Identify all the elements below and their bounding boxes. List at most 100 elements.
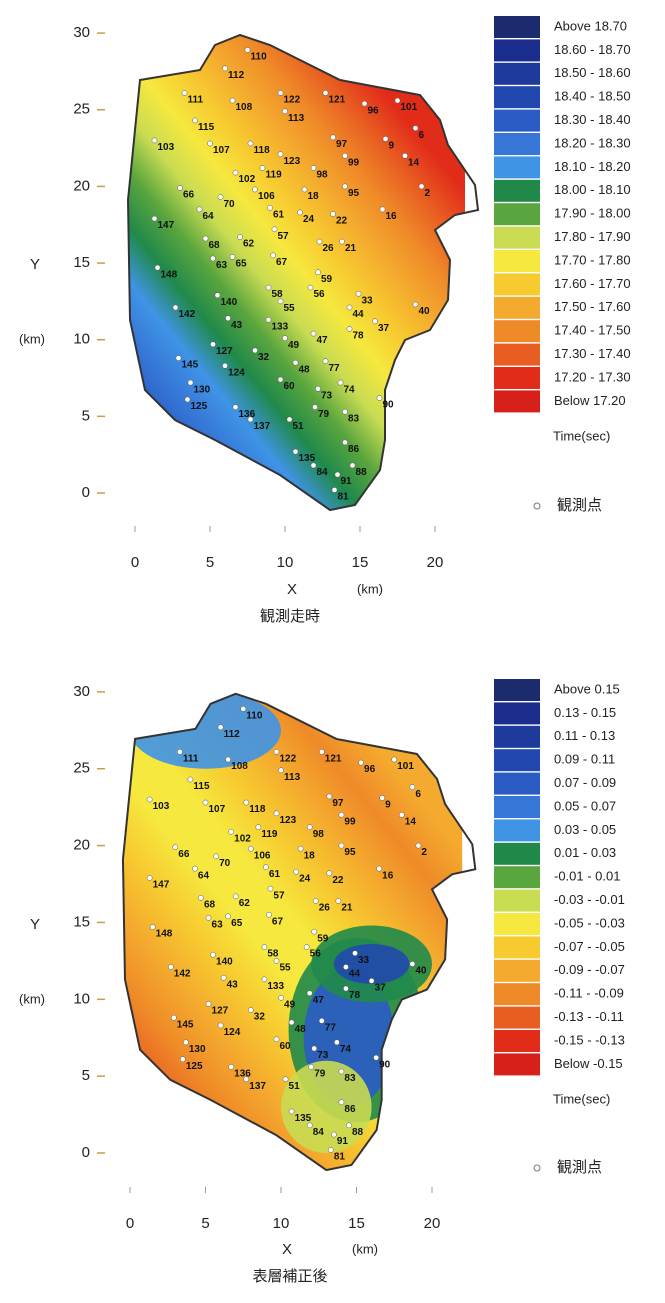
station — [311, 928, 318, 935]
station-label: 66 — [178, 849, 190, 860]
station-label: 124 — [224, 1027, 241, 1038]
station — [146, 875, 153, 881]
station-label: 90 — [383, 400, 395, 411]
contour-map — [122, 693, 463, 1171]
station — [266, 911, 272, 918]
legend-title: Time(sec) — [553, 1091, 610, 1106]
station-label: 125 — [191, 401, 208, 412]
legend-label: 17.60 - 17.70 — [554, 276, 631, 291]
station-label: 49 — [288, 340, 300, 351]
station-label: 32 — [258, 352, 270, 363]
station — [318, 748, 325, 755]
station — [334, 471, 341, 478]
station — [343, 985, 349, 992]
station — [293, 868, 299, 875]
station — [265, 316, 272, 323]
x-tick-label: 15 — [348, 1215, 365, 1232]
station-label: 145 — [182, 360, 199, 371]
station-label: 68 — [209, 240, 221, 251]
station — [288, 1019, 295, 1026]
station-label: 115 — [193, 781, 210, 792]
station — [183, 1039, 189, 1046]
x-axis-unit: (km) — [357, 581, 383, 596]
station-label: 112 — [224, 729, 241, 740]
station — [306, 990, 313, 997]
station-label: 22 — [336, 216, 348, 227]
station — [243, 1076, 250, 1083]
station-label: 37 — [375, 982, 387, 993]
region-outline — [126, 33, 480, 512]
station — [277, 90, 284, 96]
station-label: 60 — [279, 1041, 291, 1052]
contour-zone — [333, 943, 410, 984]
y-tick-label: 10 — [73, 990, 90, 1007]
station — [187, 379, 194, 386]
station-label: 74 — [340, 1044, 352, 1055]
station-label: 97 — [336, 139, 348, 150]
legend-label: 17.50 - 17.60 — [554, 299, 631, 314]
station-label: 95 — [348, 188, 360, 199]
legend-swatch — [494, 39, 540, 62]
y-tick-label: 20 — [73, 177, 90, 194]
station — [297, 845, 304, 852]
station — [210, 951, 216, 958]
region-outline — [121, 692, 477, 1172]
station-label: 113 — [284, 772, 301, 783]
legend-label: 18.60 - 18.70 — [554, 42, 631, 57]
legend-label: 0.13 - 0.15 — [554, 705, 616, 720]
legend-swatch — [494, 109, 540, 132]
station-label: 21 — [341, 903, 353, 914]
station — [207, 140, 213, 147]
legend-label: Above 0.15 — [554, 681, 620, 696]
station-label: 64 — [203, 211, 215, 222]
station — [255, 824, 262, 831]
station-label: 81 — [334, 1152, 346, 1163]
x-axis-unit: (km) — [352, 1241, 378, 1256]
station-label: 135 — [295, 1113, 312, 1124]
legend-swatch — [494, 367, 540, 389]
legend-swatch — [494, 679, 540, 701]
legend-swatch — [494, 273, 540, 296]
contour-zone — [130, 693, 281, 769]
station — [346, 1122, 352, 1129]
station-label: 137 — [254, 421, 271, 432]
station — [376, 865, 382, 872]
station — [270, 252, 276, 259]
station — [267, 205, 273, 211]
station-label: 86 — [348, 444, 360, 455]
station-label: 14 — [405, 817, 417, 828]
station-label: 122 — [279, 753, 296, 764]
station — [192, 865, 198, 872]
station-label: 88 — [356, 467, 368, 478]
legend-title: Time(sec) — [553, 428, 610, 443]
station — [273, 810, 280, 817]
station-label: 108 — [236, 102, 253, 113]
station — [316, 238, 323, 245]
station — [337, 379, 344, 386]
x-tick-label: 0 — [126, 1215, 134, 1232]
station — [398, 812, 405, 818]
station-label: 59 — [317, 933, 329, 944]
legend-label: Below -0.15 — [554, 1056, 623, 1071]
station-label: 22 — [332, 875, 344, 886]
legend-station-note: 観測点 — [557, 1158, 602, 1176]
station — [278, 767, 284, 774]
station — [361, 100, 368, 107]
station — [146, 796, 153, 803]
legend-swatch — [494, 749, 540, 772]
legend-swatch — [494, 16, 540, 38]
station-label: 127 — [216, 346, 233, 357]
station — [418, 183, 425, 190]
y-tick-label: 5 — [82, 1067, 90, 1084]
x-tick-label: 10 — [277, 554, 294, 571]
station — [339, 238, 345, 245]
y-tick-label: 15 — [73, 254, 90, 271]
y-axis-label: Y — [30, 256, 40, 273]
y-axis-unit: (km) — [19, 991, 45, 1006]
station-label: 106 — [258, 191, 275, 202]
station — [335, 898, 342, 904]
station-label: 74 — [344, 384, 356, 395]
station-label: 118 — [249, 804, 266, 815]
y-tick-label: 0 — [82, 484, 90, 501]
station-label: 62 — [243, 239, 255, 250]
